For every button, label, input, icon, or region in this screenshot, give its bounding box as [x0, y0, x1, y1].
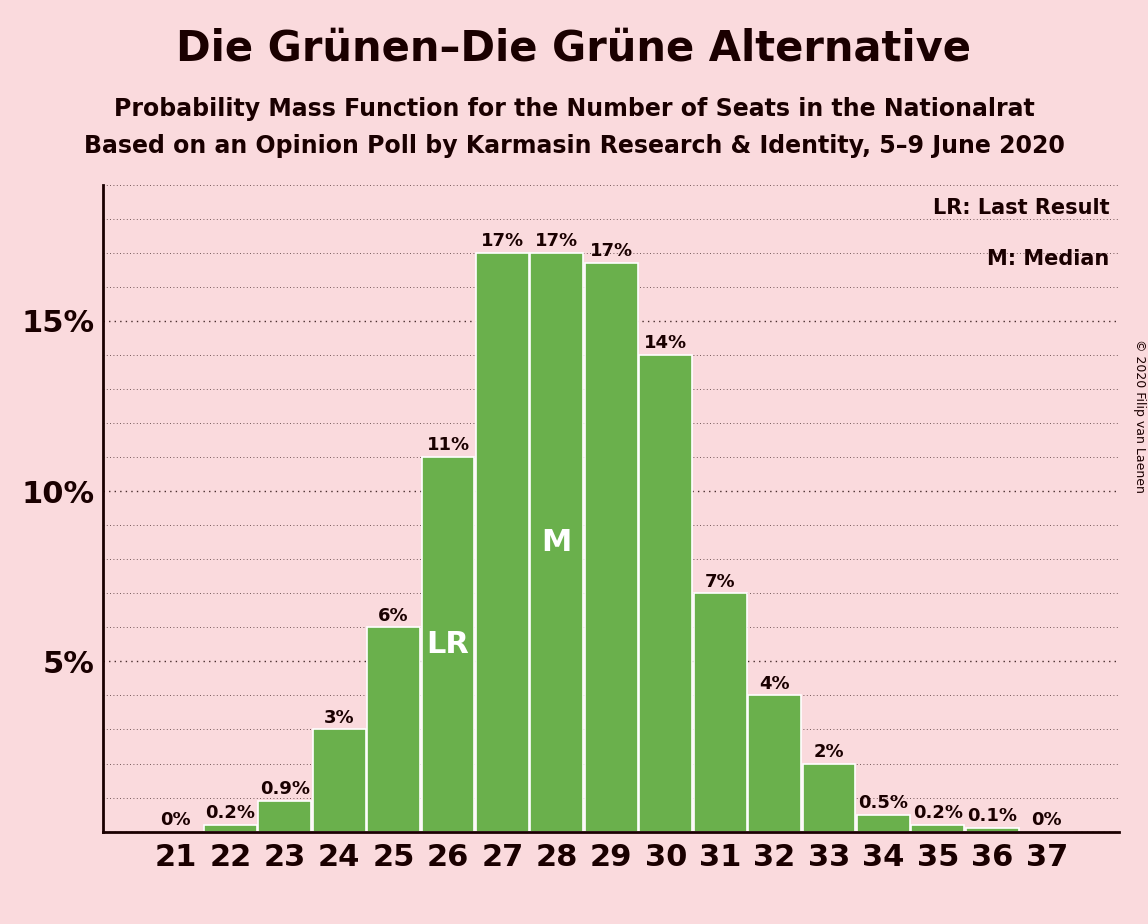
- Text: 4%: 4%: [759, 675, 790, 693]
- Text: LR: Last Result: LR: Last Result: [932, 198, 1109, 218]
- Text: 0.1%: 0.1%: [968, 808, 1017, 825]
- Text: 0%: 0%: [1031, 811, 1062, 829]
- Text: 3%: 3%: [324, 709, 355, 727]
- Text: LR: LR: [427, 630, 470, 659]
- Text: 17%: 17%: [590, 242, 633, 261]
- Text: 14%: 14%: [644, 334, 688, 352]
- Bar: [312, 729, 365, 832]
- Text: M: Median: M: Median: [987, 249, 1109, 270]
- Text: 0.2%: 0.2%: [913, 804, 963, 822]
- Text: 17%: 17%: [535, 232, 579, 250]
- Text: 0.2%: 0.2%: [205, 804, 255, 822]
- Bar: [748, 696, 801, 832]
- Text: 0%: 0%: [161, 811, 192, 829]
- Bar: [912, 825, 964, 832]
- Text: 2%: 2%: [814, 743, 844, 760]
- Text: © 2020 Filip van Laenen: © 2020 Filip van Laenen: [1133, 339, 1146, 492]
- Text: 7%: 7%: [705, 573, 736, 590]
- Bar: [421, 457, 474, 832]
- Bar: [530, 253, 583, 832]
- Text: M: M: [542, 528, 572, 557]
- Text: Probability Mass Function for the Number of Seats in the Nationalrat: Probability Mass Function for the Number…: [114, 97, 1034, 121]
- Bar: [585, 263, 637, 832]
- Bar: [367, 627, 420, 832]
- Text: 17%: 17%: [481, 232, 523, 250]
- Bar: [858, 815, 910, 832]
- Text: 0.9%: 0.9%: [259, 780, 310, 798]
- Bar: [204, 825, 257, 832]
- Bar: [802, 763, 855, 832]
- Text: 6%: 6%: [379, 607, 409, 625]
- Text: Based on an Opinion Poll by Karmasin Research & Identity, 5–9 June 2020: Based on an Opinion Poll by Karmasin Res…: [84, 134, 1064, 158]
- Text: Die Grünen–Die Grüne Alternative: Die Grünen–Die Grüne Alternative: [177, 28, 971, 69]
- Bar: [965, 828, 1018, 832]
- Bar: [476, 253, 529, 832]
- Bar: [693, 593, 746, 832]
- Text: 11%: 11%: [426, 436, 470, 455]
- Bar: [258, 801, 311, 832]
- Text: 0.5%: 0.5%: [859, 794, 908, 812]
- Bar: [639, 355, 692, 832]
